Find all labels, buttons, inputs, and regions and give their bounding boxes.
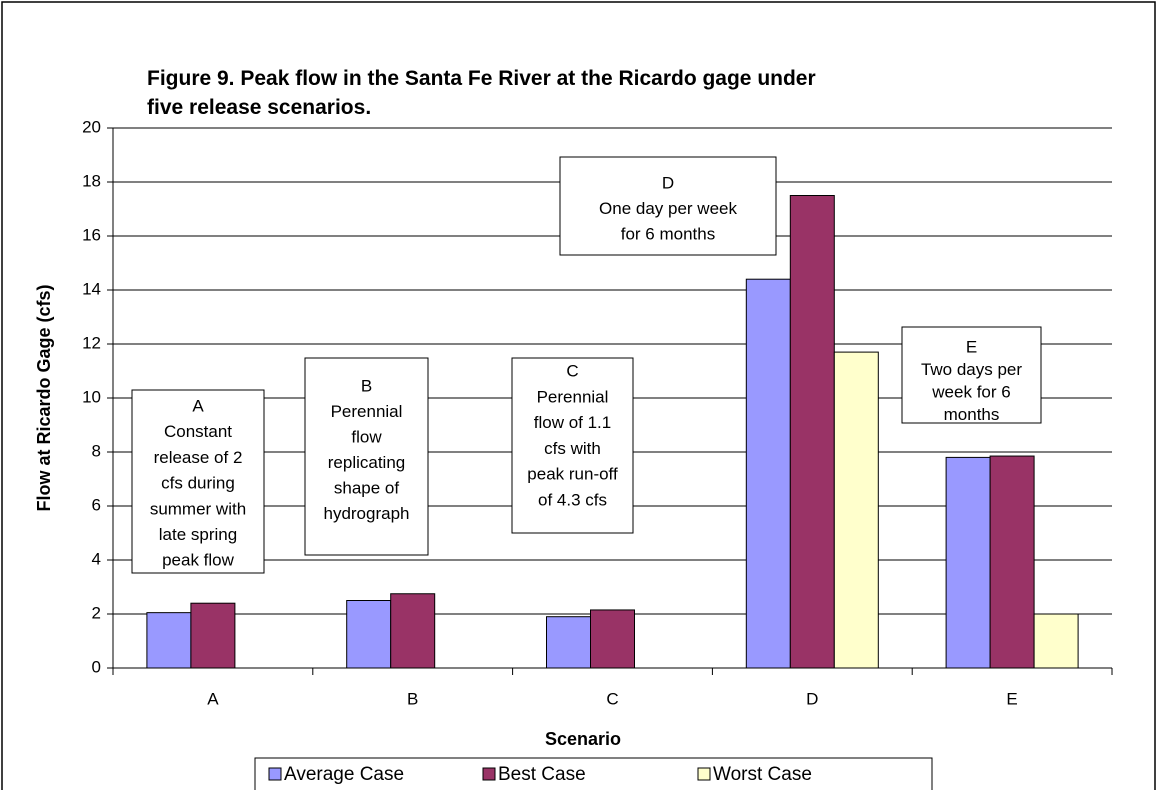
annotation-text: shape of — [334, 478, 399, 497]
bar — [546, 616, 591, 669]
bar — [989, 455, 1035, 669]
annotation-text: release of 2 — [154, 448, 243, 467]
x-tick-label: E — [1006, 689, 1017, 708]
annotation-text: week for 6 — [931, 382, 1010, 401]
annotation-text: One day per week — [599, 199, 737, 218]
legend-label: Best Case — [498, 764, 586, 785]
chart-title: Figure 9. Peak flow in the Santa Fe Rive… — [147, 67, 816, 90]
bar — [789, 195, 835, 669]
bar — [833, 351, 879, 669]
annotation-text: late spring — [159, 525, 237, 544]
annotation-box — [304, 357, 429, 556]
annotation-text: Two days per — [921, 360, 1022, 379]
annotation-text: summer with — [150, 499, 246, 518]
legend-box — [254, 757, 933, 790]
x-axis-label: Scenario — [545, 729, 621, 749]
annotation-box — [559, 156, 777, 256]
y-tick-label: 6 — [92, 495, 101, 514]
x-tick-label: A — [207, 689, 219, 708]
annotation-text: A — [192, 396, 204, 415]
annotation-text: E — [966, 337, 977, 356]
bar — [745, 278, 791, 669]
legend-label: Average Case — [284, 764, 404, 785]
annotation-text: cfs with — [544, 439, 601, 458]
annotation-text: Perennial — [331, 402, 403, 421]
bar — [146, 612, 192, 669]
annotation-text: of 4.3 cfs — [538, 490, 607, 509]
legend-swatch — [268, 767, 282, 781]
annotation-text: cfs during — [161, 474, 235, 493]
y-axis-label: Flow at Ricardo Gage (cfs) — [34, 284, 54, 511]
y-tick-label: 18 — [82, 171, 101, 190]
x-tick-label: C — [606, 689, 618, 708]
y-tick-label: 4 — [92, 549, 101, 568]
legend-swatch — [697, 767, 711, 781]
bar — [945, 456, 991, 669]
annotation-text: Constant — [164, 422, 232, 441]
annotation-text: B — [361, 376, 372, 395]
bar — [590, 609, 635, 669]
legend-label: Worst Case — [713, 764, 812, 785]
x-tick-label: D — [806, 689, 818, 708]
y-tick-label: 8 — [92, 441, 101, 460]
annotation-text: Perennial — [537, 387, 609, 406]
annotation-text: peak flow — [162, 551, 235, 570]
annotation-text: hydrograph — [323, 504, 409, 523]
annotation-text: flow — [351, 427, 382, 446]
y-tick-label: 2 — [92, 603, 101, 622]
bar — [390, 593, 436, 669]
annotation-box — [511, 357, 634, 534]
bar — [346, 600, 392, 669]
annotation-box — [901, 326, 1042, 424]
chart-title: five release scenarios. — [147, 96, 371, 119]
annotation-box — [131, 389, 265, 574]
legend-swatch — [482, 767, 496, 781]
y-tick-label: 0 — [92, 657, 101, 676]
bar — [1033, 613, 1079, 669]
annotation-text: D — [662, 173, 674, 192]
annotation-text: for 6 months — [621, 224, 716, 243]
bar — [190, 602, 236, 669]
y-tick-label: 14 — [82, 279, 101, 298]
y-tick-label: 12 — [82, 333, 101, 352]
y-tick-label: 16 — [82, 225, 101, 244]
y-tick-label: 10 — [82, 387, 101, 406]
x-tick-label: B — [407, 689, 418, 708]
annotation-text: peak run-off — [527, 465, 618, 484]
annotation-text: flow of 1.1 — [534, 413, 612, 432]
annotation-text: months — [944, 405, 1000, 424]
annotation-text: replicating — [328, 453, 406, 472]
y-tick-label: 20 — [82, 117, 101, 136]
annotation-text: C — [566, 361, 578, 380]
